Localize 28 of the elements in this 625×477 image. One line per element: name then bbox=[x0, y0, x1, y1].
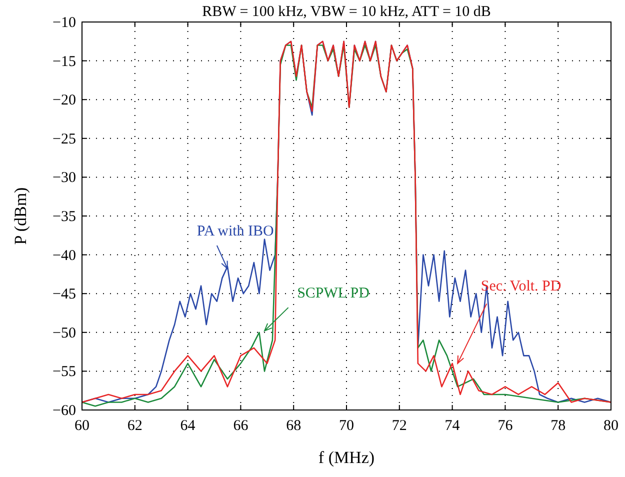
y-axis-title: P (dBm) bbox=[11, 187, 30, 245]
x-tick-label: 64 bbox=[180, 418, 196, 434]
x-tick-label: 72 bbox=[392, 418, 407, 434]
y-tick-label: −35 bbox=[52, 209, 76, 225]
x-tick-label: 62 bbox=[127, 418, 142, 434]
x-tick-label: 68 bbox=[286, 418, 302, 434]
y-tick-label: −10 bbox=[52, 15, 76, 31]
x-axis-title: f (MHz) bbox=[318, 448, 375, 467]
y-tick-label: −25 bbox=[52, 131, 76, 148]
y-tick-label: −45 bbox=[52, 286, 76, 303]
x-tick-label: 60 bbox=[74, 418, 90, 434]
y-tick-label: −60 bbox=[52, 403, 76, 419]
x-tick-label: 66 bbox=[233, 418, 249, 434]
text: Sec. Volt. PD bbox=[480, 278, 562, 294]
y-tick-label: −30 bbox=[52, 170, 76, 186]
x-tick-label: 78 bbox=[550, 418, 566, 434]
x-tick-label: 70 bbox=[339, 418, 354, 434]
y-tick-label: −15 bbox=[52, 54, 76, 70]
y-tick-label: −20 bbox=[52, 92, 76, 109]
x-tick-label: 76 bbox=[498, 418, 514, 434]
y-tick-label: −50 bbox=[52, 325, 76, 342]
x-tick-label: 74 bbox=[444, 418, 460, 434]
x-tick-label: 80 bbox=[604, 418, 618, 434]
series-label: SCPWL PD bbox=[297, 285, 370, 302]
series-label: PA with IBO bbox=[196, 223, 274, 240]
y-tick-label: −55 bbox=[52, 364, 76, 380]
y-tick-label: −40 bbox=[52, 248, 76, 264]
chart-title: RBW = 100 kHz, VBW = 10 kHz, ATT = 10 dB bbox=[202, 4, 491, 20]
